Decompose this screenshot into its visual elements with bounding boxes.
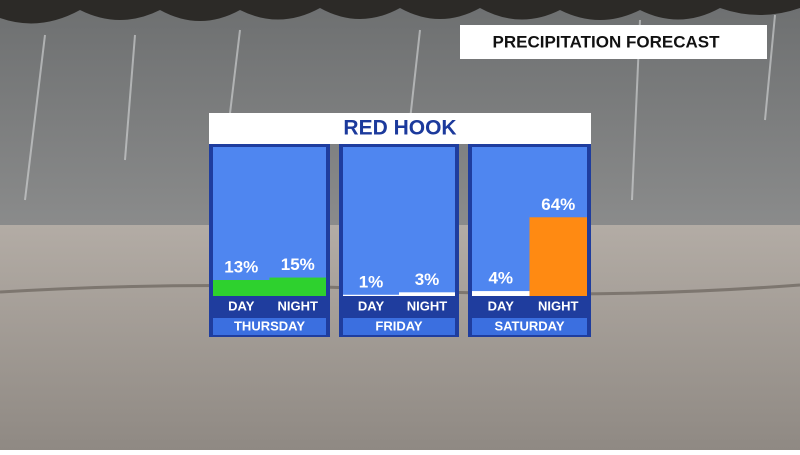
bar bbox=[529, 217, 587, 296]
value-label: 1% bbox=[359, 272, 384, 291]
x-tick-label: NIGHT bbox=[407, 298, 448, 313]
title-bar bbox=[209, 113, 591, 144]
x-tick-label: DAY bbox=[488, 298, 515, 313]
header-title: PRECIPITATION FORECAST bbox=[493, 32, 721, 51]
value-label: 4% bbox=[488, 269, 513, 288]
bar bbox=[472, 291, 530, 296]
x-tick-label: NIGHT bbox=[538, 298, 579, 313]
value-label: 3% bbox=[415, 270, 440, 289]
x-tick-label: DAY bbox=[228, 298, 255, 313]
chart: 13% DAY 15% NIGHT THURSDAY 1% DAY 3% NIGHT FRIDAY… bbox=[209, 144, 591, 337]
value-label: 13% bbox=[224, 257, 258, 276]
panel-bg bbox=[213, 147, 326, 296]
panel-bg bbox=[343, 147, 455, 296]
value-label: 15% bbox=[281, 255, 315, 274]
bar bbox=[269, 277, 326, 296]
bar bbox=[213, 280, 270, 296]
group-label-bg bbox=[472, 318, 587, 335]
group-label: THURSDAY bbox=[234, 318, 305, 333]
group-label: FRIDAY bbox=[375, 318, 423, 333]
value-label: 64% bbox=[541, 195, 575, 214]
bar bbox=[399, 292, 455, 296]
bar bbox=[343, 294, 399, 296]
group-label-bg bbox=[343, 318, 455, 335]
x-tick-label: NIGHT bbox=[278, 298, 319, 313]
header-box bbox=[460, 25, 767, 59]
roof-edge bbox=[0, 0, 800, 24]
group-label: SATURDAY bbox=[494, 318, 564, 333]
x-tick-label: DAY bbox=[358, 298, 385, 313]
group-label-bg bbox=[213, 318, 326, 335]
chart-title: RED HOOK bbox=[343, 117, 456, 140]
